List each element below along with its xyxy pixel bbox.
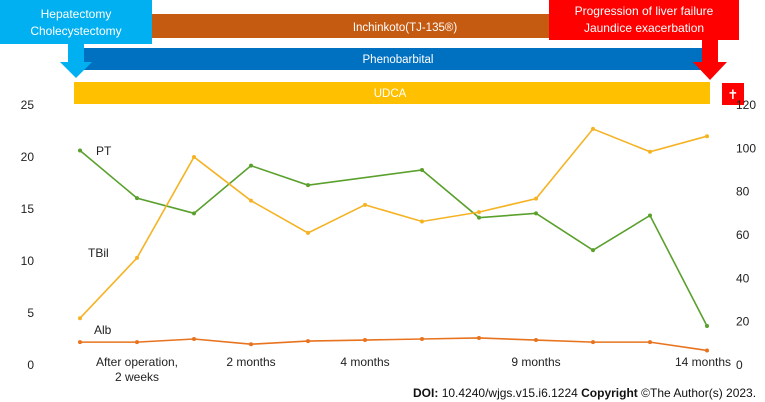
left-tick-label: 20 bbox=[21, 150, 35, 164]
data-point-pt bbox=[648, 213, 652, 218]
x-axis: After operation,2 weeks 2 months 4 months 9… bbox=[96, 355, 731, 384]
right-tick-label: 60 bbox=[736, 228, 750, 242]
data-point-tbil bbox=[306, 230, 310, 235]
surgery-callout-line1: Hepatectomy bbox=[41, 7, 112, 21]
right-tick-label: 40 bbox=[736, 271, 750, 285]
right-tick-label: 100 bbox=[736, 141, 756, 155]
doi-label: DOI: bbox=[413, 386, 439, 400]
surgery-callout-line2: Cholecystectomy bbox=[30, 24, 121, 38]
data-point-tbil bbox=[135, 255, 139, 260]
x-tick-label: 4 months bbox=[340, 355, 389, 369]
data-point-tbil bbox=[192, 155, 196, 159]
right-tick-label: 80 bbox=[736, 185, 750, 199]
data-point-tbil bbox=[591, 126, 595, 131]
left-tick-label: 5 bbox=[27, 306, 34, 320]
copyright-text: ©The Author(s) 2023. bbox=[641, 386, 757, 400]
series-line-tbil bbox=[79, 127, 708, 319]
data-point-alb bbox=[192, 337, 196, 341]
left-tick-label: 10 bbox=[21, 254, 35, 268]
right-tick-label: 20 bbox=[736, 315, 750, 329]
failure-callout-line1: Progression of liver failure bbox=[575, 4, 714, 18]
right-tick-label: 120 bbox=[736, 98, 756, 112]
data-point-alb bbox=[306, 339, 310, 344]
left-tick-label: 25 bbox=[21, 98, 35, 112]
x-tick-label: 2 weeks bbox=[115, 370, 159, 384]
failure-arrow-icon bbox=[693, 40, 727, 80]
surgery-callout-box bbox=[0, 0, 152, 44]
x-tick-label: 2 months bbox=[226, 355, 275, 369]
data-point-alb bbox=[534, 338, 538, 343]
data-point-tbil bbox=[78, 316, 82, 321]
plot-area bbox=[78, 126, 709, 353]
udca-bar bbox=[74, 82, 710, 104]
data-point-pt bbox=[591, 248, 595, 253]
data-point-alb bbox=[705, 348, 709, 353]
data-point-alb bbox=[78, 340, 82, 345]
surgery-arrow-icon bbox=[60, 44, 92, 78]
series-line-alb bbox=[80, 337, 708, 352]
right-axis: 0 20 40 60 80 100 120 bbox=[736, 98, 756, 372]
data-point-pt bbox=[192, 211, 196, 216]
copyright-label: Copyright bbox=[581, 386, 638, 400]
phenobarbital-bar bbox=[80, 48, 702, 70]
data-point-pt bbox=[249, 163, 253, 168]
inchinkoto-label: Inchinkoto(TJ-135®) bbox=[353, 22, 458, 34]
chart-canvas: Inchinkoto(TJ-135®) Phenobarbital UDCA H… bbox=[0, 0, 756, 384]
death-cross-icon: ✝ bbox=[728, 88, 739, 103]
data-point-pt bbox=[477, 215, 481, 220]
data-point-tbil bbox=[249, 198, 253, 203]
footer: DOI: 10.4240/wjgs.v15.i6.1224 Copyright … bbox=[413, 386, 756, 400]
data-point-pt bbox=[534, 211, 538, 216]
data-point-tbil bbox=[534, 196, 538, 201]
x-tick-label: After operation, bbox=[96, 355, 178, 369]
x-tick-label: 14 months bbox=[675, 355, 731, 369]
data-point-alb bbox=[591, 340, 595, 345]
data-point-tbil bbox=[477, 210, 481, 215]
data-point-pt bbox=[306, 183, 310, 188]
right-tick-label: 0 bbox=[736, 358, 743, 372]
data-point-alb bbox=[363, 338, 367, 343]
failure-callout-line2: Jaundice exacerbation bbox=[584, 21, 704, 35]
udca-label: UDCA bbox=[374, 88, 407, 100]
series-label-tbil: TBil bbox=[88, 246, 109, 260]
data-point-tbil bbox=[648, 149, 652, 154]
death-marker-box bbox=[722, 83, 744, 105]
data-point-tbil bbox=[363, 202, 367, 207]
data-point-alb bbox=[135, 340, 139, 345]
data-point-alb bbox=[477, 335, 481, 340]
data-point-pt bbox=[78, 148, 82, 153]
data-point-alb bbox=[648, 340, 652, 345]
data-point-pt bbox=[420, 168, 424, 172]
data-point-pt bbox=[135, 196, 139, 201]
doi-text: 10.4240/wjgs.v15.i6.1224 bbox=[441, 386, 578, 400]
data-point-tbil bbox=[705, 134, 709, 139]
series-label-pt: PT bbox=[96, 144, 112, 158]
series-line-pt bbox=[79, 149, 708, 327]
left-tick-label: 0 bbox=[27, 358, 34, 372]
failure-callout-box bbox=[549, 0, 739, 40]
data-point-alb bbox=[249, 342, 253, 347]
left-axis: 0 5 10 15 20 25 bbox=[21, 98, 35, 372]
phenobarbital-label: Phenobarbital bbox=[363, 54, 434, 66]
data-point-tbil bbox=[420, 219, 424, 224]
series-label-alb: Alb bbox=[94, 323, 112, 337]
x-tick-label: 9 months bbox=[511, 355, 560, 369]
left-tick-label: 15 bbox=[21, 202, 35, 216]
data-point-pt bbox=[705, 324, 709, 328]
data-point-alb bbox=[420, 337, 424, 341]
